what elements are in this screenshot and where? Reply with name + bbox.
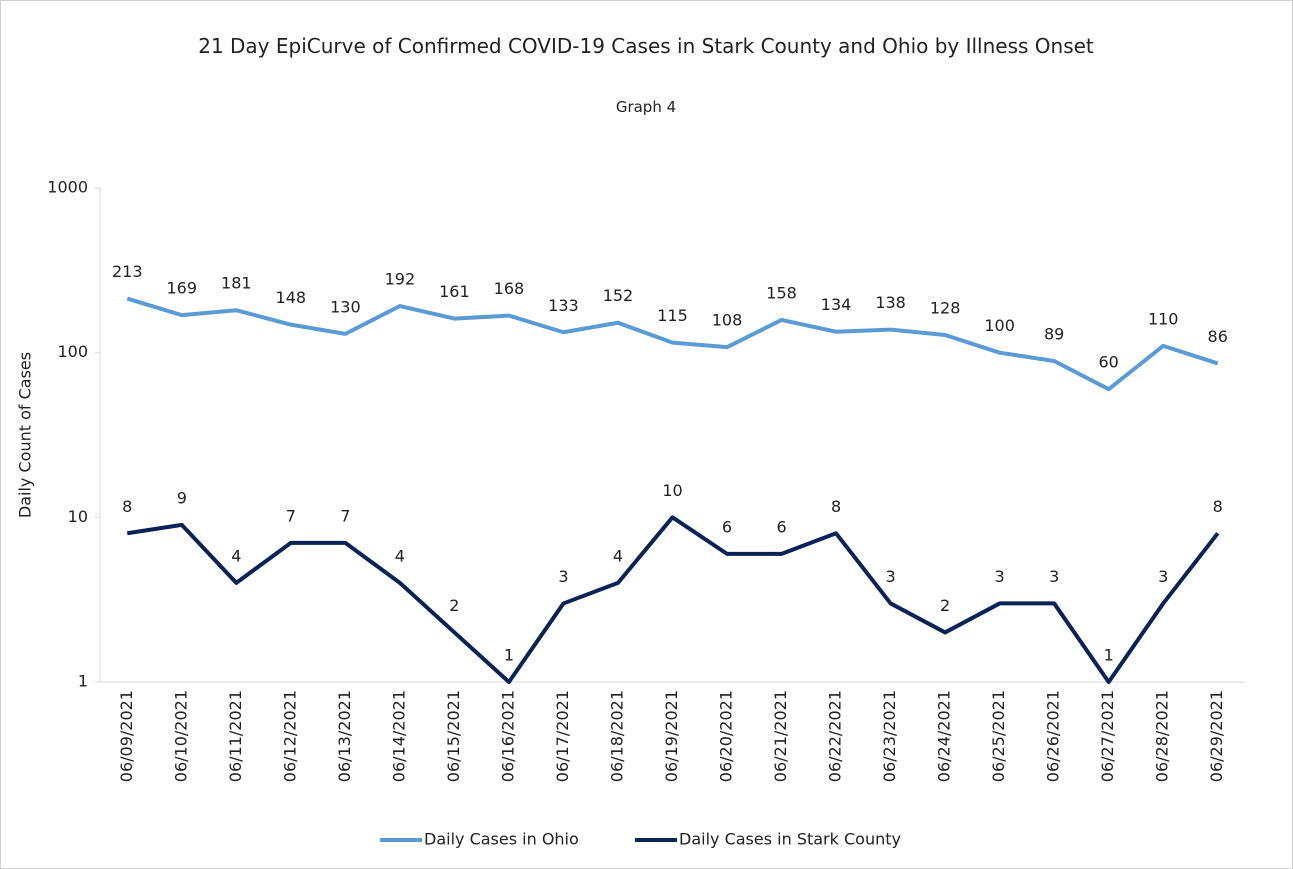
data-label: 8 [122, 497, 132, 516]
x-tick-label: 06/15/2021 [444, 690, 463, 782]
data-label: 3 [558, 567, 568, 586]
data-label: 89 [1044, 325, 1064, 344]
x-tick-label: 06/19/2021 [662, 690, 681, 782]
data-label: 134 [821, 295, 852, 314]
y-tick-label: 100 [57, 342, 88, 361]
data-label: 6 [776, 517, 786, 536]
data-label: 1 [1104, 646, 1114, 665]
x-tick-label: 06/24/2021 [935, 690, 954, 782]
data-label: 10 [662, 481, 682, 500]
y-tick-label: 1000 [47, 178, 88, 197]
x-tick-label: 06/18/2021 [607, 690, 626, 782]
data-label: 192 [385, 270, 416, 289]
data-label: 148 [276, 288, 307, 307]
data-label: 8 [831, 497, 841, 516]
legend-label: Daily Cases in Stark County [679, 830, 901, 849]
data-label: 7 [340, 506, 350, 525]
data-label: 152 [603, 286, 634, 305]
data-label: 4 [231, 546, 241, 565]
x-tick-label: 06/22/2021 [826, 690, 845, 782]
data-label: 3 [995, 567, 1005, 586]
data-label: 168 [494, 279, 525, 298]
data-label: 86 [1208, 327, 1228, 346]
x-tick-label: 06/25/2021 [989, 690, 1008, 782]
chart-subtitle: Graph 4 [615, 98, 677, 116]
data-label: 60 [1099, 353, 1119, 372]
y-tick-label: 1 [78, 672, 88, 691]
data-label: 158 [766, 283, 797, 302]
data-label: 115 [657, 306, 688, 325]
x-tick-label: 06/21/2021 [771, 690, 790, 782]
data-label: 7 [286, 506, 296, 525]
data-label: 213 [112, 262, 143, 281]
legend-label: Daily Cases in Ohio [424, 830, 579, 849]
series-line [126, 515, 1220, 684]
x-tick-label: 06/09/2021 [117, 690, 136, 782]
y-tick-label: 10 [68, 507, 88, 526]
data-label: 169 [167, 279, 198, 298]
x-tick-label: 06/14/2021 [389, 690, 408, 782]
y-axis-label: Daily Count of Cases [16, 352, 35, 518]
x-tick-label: 06/29/2021 [1207, 690, 1226, 782]
data-label: 8 [1213, 497, 1223, 516]
x-tick-label: 06/23/2021 [880, 690, 899, 782]
x-tick-label: 06/12/2021 [280, 690, 299, 782]
chart-title: 21 Day EpiCurve of Confirmed COVID-19 Ca… [198, 34, 1094, 58]
data-label: 3 [1158, 567, 1168, 586]
data-label: 161 [439, 282, 470, 301]
data-label: 4 [613, 546, 623, 565]
data-label: 6 [722, 517, 732, 536]
data-label: 9 [177, 488, 187, 507]
x-tick-label: 06/11/2021 [226, 690, 245, 782]
data-label: 1 [504, 646, 514, 665]
data-label: 110 [1148, 309, 1179, 328]
data-label: 3 [1049, 567, 1059, 586]
x-tick-label: 06/16/2021 [498, 690, 517, 782]
data-label: 3 [886, 567, 896, 586]
data-label: 108 [712, 311, 743, 330]
data-label: 100 [984, 316, 1015, 335]
x-tick-label: 06/20/2021 [717, 690, 736, 782]
x-tick-label: 06/26/2021 [1044, 690, 1063, 782]
data-label: 181 [221, 274, 252, 293]
data-label: 2 [940, 596, 950, 615]
data-label: 4 [395, 546, 405, 565]
x-tick-label: 06/28/2021 [1153, 690, 1172, 782]
data-label: 138 [875, 293, 906, 312]
data-label: 128 [930, 299, 961, 318]
x-tick-label: 06/13/2021 [335, 690, 354, 782]
x-tick-label: 06/10/2021 [171, 690, 190, 782]
data-label: 133 [548, 296, 579, 315]
series-line [126, 296, 1219, 392]
x-tick-label: 06/27/2021 [1098, 690, 1117, 782]
data-label: 2 [449, 596, 459, 615]
x-tick-label: 06/17/2021 [553, 690, 572, 782]
data-label: 130 [330, 297, 361, 316]
